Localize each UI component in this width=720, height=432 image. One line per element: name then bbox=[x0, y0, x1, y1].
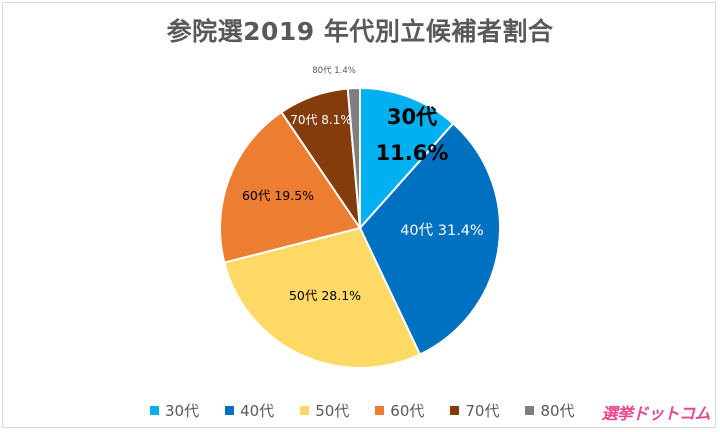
pie-slice-50s bbox=[223, 226, 422, 369]
legend-item-40s: 40代 bbox=[225, 400, 274, 421]
legend-label-80s: 80代 bbox=[540, 401, 575, 420]
legend-item-80s: 80代 bbox=[525, 400, 575, 421]
legend-item-30s: 30代 bbox=[150, 400, 199, 421]
legend-swatch-30s bbox=[150, 405, 159, 415]
pie-slice-40s bbox=[358, 122, 501, 356]
legend: 30代 40代 50代 60代 70代 80代 bbox=[150, 398, 575, 422]
legend-swatch-70s bbox=[450, 405, 460, 415]
data-label-80s: 80代 1.4% bbox=[312, 65, 356, 76]
site-logo: 選挙ドットコム bbox=[601, 404, 710, 423]
data-label-70s: 70代 8.1% bbox=[290, 113, 352, 127]
legend-item-60s: 60代 bbox=[375, 400, 424, 421]
legend-label-70s: 70代 bbox=[465, 401, 500, 420]
pie-chart: 30代 11.6% 40代 31.4% 50代 28.1% 60代 19.5% 70代 8… bbox=[219, 65, 501, 369]
pie-slice-60s bbox=[219, 110, 362, 264]
legend-swatch-50s bbox=[300, 405, 310, 415]
data-label-60s: 60代 19.5% bbox=[242, 188, 314, 203]
pie-slice-80s bbox=[346, 86, 361, 229]
data-label-50s: 50代 28.1% bbox=[289, 288, 361, 303]
legend-swatch-40s bbox=[225, 405, 235, 415]
legend-label-50s: 50代 bbox=[315, 401, 350, 420]
legend-item-70s: 70代 bbox=[450, 400, 499, 421]
legend-swatch-60s bbox=[375, 405, 385, 415]
data-label-40s: 40代 31.4% bbox=[400, 222, 484, 239]
chart-title: 参院選2019 年代別立候補者割合 bbox=[166, 17, 554, 46]
chart-frame bbox=[2, 2, 716, 428]
legend-label-40s: 40代 bbox=[240, 401, 275, 420]
data-label-30s: 30代 11.6% bbox=[376, 105, 449, 165]
legend-swatch-80s bbox=[525, 405, 535, 415]
legend-label-30s: 30代 bbox=[165, 401, 200, 420]
legend-item-50s: 50代 bbox=[300, 400, 349, 421]
pie-slice-30s bbox=[359, 86, 455, 231]
legend-label-60s: 60代 bbox=[390, 401, 425, 420]
